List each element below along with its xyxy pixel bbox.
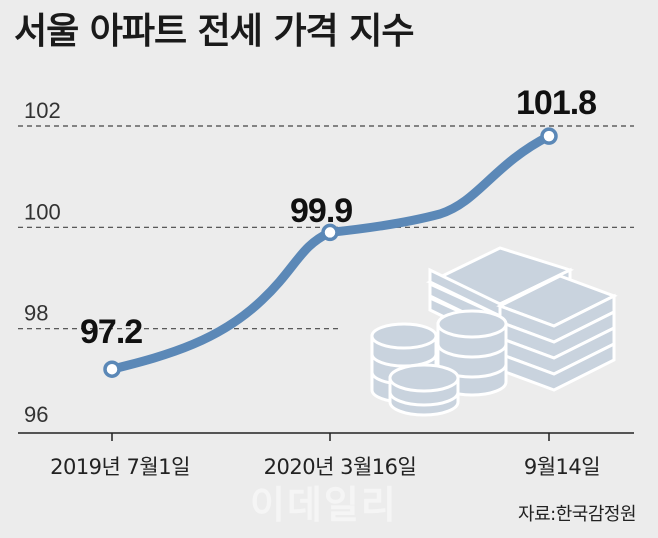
- x-tick-label: 2020년 3월16일: [264, 455, 417, 479]
- watermark: 이데일리: [250, 483, 398, 527]
- x-tick-label: 2019년 7월1일: [50, 455, 190, 479]
- data-point: [103, 360, 121, 378]
- data-point: [321, 223, 339, 242]
- y-tick-label: 96: [24, 402, 48, 427]
- y-tick-label: 100: [24, 199, 61, 224]
- y-tick-label: 102: [24, 98, 61, 123]
- data-label: 101.8: [516, 84, 596, 122]
- coin-stacks-icon: [370, 246, 618, 417]
- x-tick-label: 9월14일: [524, 455, 600, 479]
- chart-title: 서울 아파트 전세 가격 지수: [14, 11, 414, 52]
- data-label: 99.9: [290, 192, 352, 230]
- source-note: 자료:한국감정원: [518, 504, 636, 525]
- y-tick-label: 98: [24, 301, 48, 326]
- data-label: 97.2: [80, 313, 142, 351]
- data-point: [540, 127, 558, 145]
